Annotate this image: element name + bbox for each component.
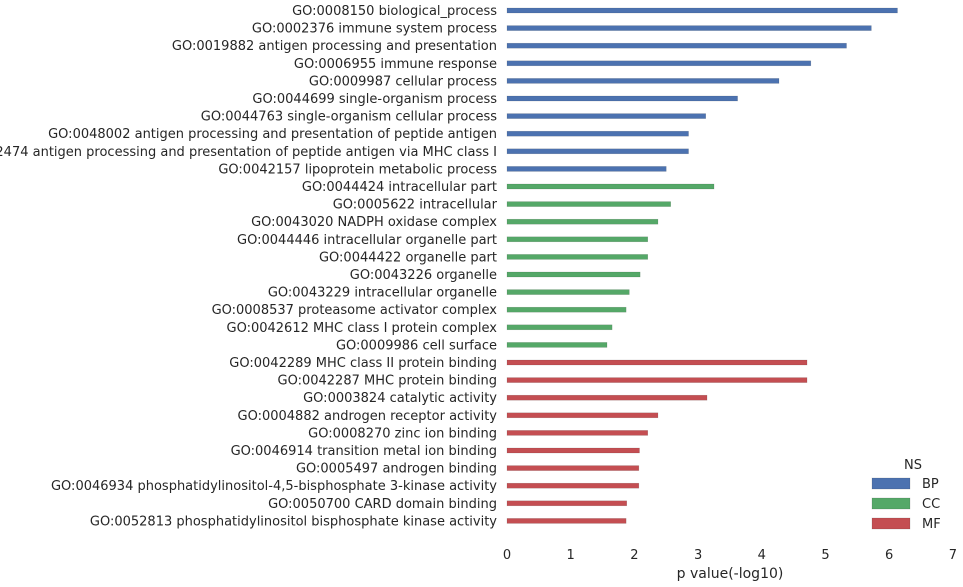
category-label: GO:0002474 antigen processing and presen… — [0, 145, 497, 160]
category-label: GO:0006955 immune response — [294, 57, 497, 72]
bar-bp — [506, 78, 780, 84]
category-label: GO:0005497 androgen binding — [296, 462, 497, 477]
bar-mf — [506, 482, 640, 489]
x-tick-label: 7 — [949, 548, 957, 563]
bar-bp — [506, 130, 689, 137]
bar-cc — [506, 183, 715, 190]
legend-label-cc: CC — [922, 497, 940, 512]
x-tick-label: 4 — [758, 548, 766, 563]
category-label: GO:0042287 MHC protein binding — [278, 374, 498, 389]
category-label: GO:0002376 immune system process — [252, 22, 497, 37]
category-label: GO:0042612 MHC class I protein complex — [227, 321, 498, 336]
bar-mf — [506, 394, 708, 401]
bar-bp — [506, 166, 667, 172]
bar-bp — [506, 148, 689, 155]
bar-cc — [506, 254, 649, 260]
bar-mf — [506, 359, 808, 366]
bar-mf — [506, 430, 649, 436]
bar-cc — [506, 289, 630, 295]
category-label: GO:0050700 CARD domain binding — [268, 497, 497, 512]
category-label: GO:0044763 single-organism cellular proc… — [201, 110, 497, 125]
category-label: GO:0009986 cell surface — [336, 338, 497, 353]
category-label: GO:0044446 intracellular organelle part — [237, 233, 497, 248]
x-tick-label: 0 — [503, 548, 511, 563]
bar-cc — [506, 306, 627, 313]
bar-bp — [506, 7, 898, 14]
x-tick-label: 6 — [885, 548, 893, 563]
legend-swatch-cc — [871, 497, 911, 510]
bar-cc — [506, 271, 641, 278]
category-label: GO:0042289 MHC class II protein binding — [229, 356, 497, 371]
bar-cc — [506, 218, 659, 225]
bar-bp — [506, 42, 847, 49]
category-label: GO:0046934 phosphatidylinositol-4,5-bisp… — [51, 479, 497, 494]
bar-cc — [506, 201, 671, 207]
category-label: GO:0004882 androgen receptor activity — [238, 409, 498, 424]
category-label: GO:0042157 lipoprotein metabolic process — [218, 162, 497, 177]
bar-bp — [506, 60, 812, 67]
bar-mf — [506, 447, 640, 454]
category-label: GO:0019882 antigen processing and presen… — [172, 39, 497, 54]
bar-mf — [506, 518, 627, 524]
category-label: GO:0052813 phosphatidylinositol bisphosp… — [90, 514, 497, 529]
bar-mf — [506, 412, 659, 419]
bar-bp — [506, 113, 706, 119]
legend-swatch-bp — [871, 477, 911, 490]
category-label: GO:0043226 organelle — [350, 268, 497, 283]
category-label: GO:0003824 catalytic activity — [303, 391, 497, 406]
legend-title: NS — [904, 458, 922, 473]
category-label: GO:0044424 intracellular part — [302, 180, 497, 195]
category-label: GO:0043229 intracellular organelle — [268, 286, 497, 301]
category-label: GO:0048002 antigen processing and presen… — [48, 127, 497, 142]
legend-label-bp: BP — [922, 477, 939, 492]
category-labels: GO:0008150 biological_process GO:0002376 … — [0, 4, 498, 529]
category-label: GO:0009987 cellular process — [309, 74, 497, 89]
x-axis-ticks: 0 1 2 3 4 5 6 7 — [503, 548, 957, 563]
category-label: GO:0008150 biological_process — [292, 4, 497, 19]
bar-mf — [506, 377, 808, 383]
category-label: GO:0008537 proteasome activator complex — [212, 303, 498, 318]
category-label: GO:0044699 single-organism process — [252, 92, 497, 107]
bars — [506, 7, 898, 524]
bar-mf — [506, 500, 628, 507]
x-tick-label: 2 — [630, 548, 638, 563]
bar-bp — [506, 25, 872, 31]
legend-swatch-mf — [871, 517, 911, 530]
bar-cc — [506, 342, 608, 348]
legend-label-mf: MF — [922, 517, 941, 532]
legend: NS BP CC MF — [871, 458, 941, 532]
category-label: GO:0005622 intracellular — [333, 198, 498, 213]
x-tick-label: 1 — [567, 548, 575, 563]
category-label: GO:0046914 transition metal ion binding — [231, 444, 497, 459]
bar-cc — [506, 236, 649, 243]
category-label: GO:0044422 organelle part — [319, 250, 497, 265]
x-axis-title: p value(-log10) — [677, 566, 784, 582]
x-tick-label: 5 — [821, 548, 829, 563]
x-tick-label: 3 — [694, 548, 702, 563]
category-label: GO:0008270 zinc ion binding — [308, 426, 497, 441]
bar-cc — [506, 324, 613, 331]
bar-bp — [506, 95, 738, 102]
category-label: GO:0043020 NADPH oxidase complex — [251, 215, 497, 230]
bar-mf — [506, 465, 640, 471]
